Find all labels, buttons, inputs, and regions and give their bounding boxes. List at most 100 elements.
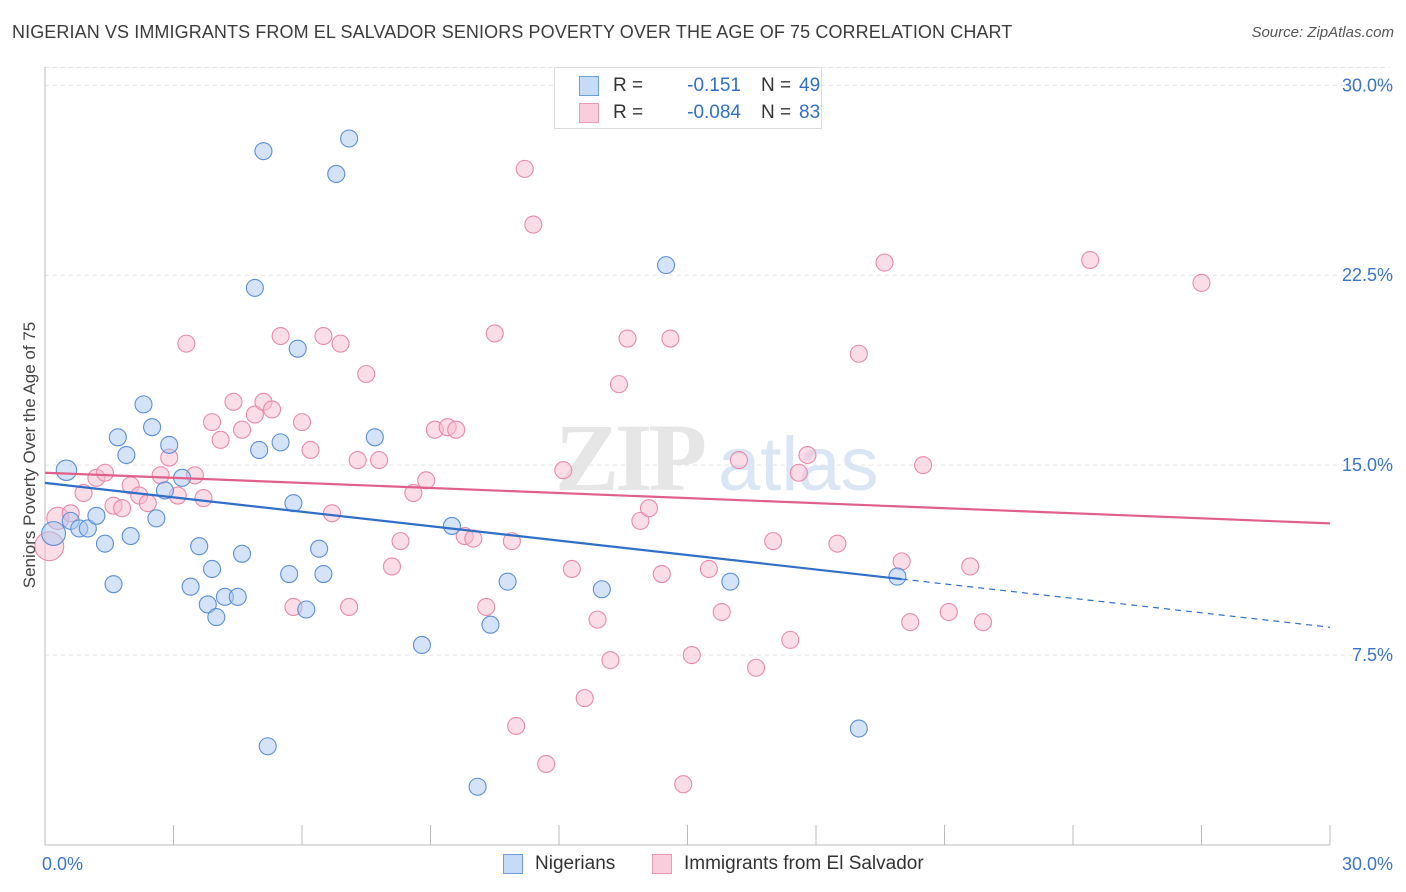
nigerian-trend-extension: [901, 578, 1331, 628]
el-salvador-point: [575, 689, 594, 708]
nigerian-point: [481, 615, 500, 634]
nigerian-point: [498, 572, 517, 591]
el-salvador-point: [477, 597, 496, 617]
el-salvador-point: [507, 716, 526, 736]
el-salvador-point: [729, 451, 748, 470]
el-salvador-point: [211, 430, 230, 449]
el-salvador-point: [95, 463, 115, 482]
nigerian-point: [297, 600, 316, 619]
correlation-legend: R = -0.151 N = 49 R = -0.084 N = 83: [554, 67, 822, 129]
el-salvador-point: [151, 466, 170, 485]
el-salvador-point: [203, 413, 222, 432]
axes: [44, 67, 1331, 846]
nigerian-point: [310, 539, 329, 558]
y-tick-label: 30.0%: [1342, 75, 1393, 95]
el-salvador-point: [973, 613, 993, 632]
y-tick-label: 7.5%: [1352, 645, 1393, 665]
nigerian-point: [190, 537, 209, 556]
nigerian-point: [203, 559, 222, 579]
nigerian-point: [442, 516, 461, 535]
nigerian-trend-line: [44, 481, 902, 581]
pink-series-points: [34, 159, 1211, 794]
nigerian-point: [108, 428, 127, 447]
el-salvador-point: [828, 534, 847, 553]
el-salvador-point: [875, 253, 894, 272]
el-salvador-point: [554, 461, 573, 480]
tick-labels: 7.5% 15.0% 22.5% 30.0% 0.0% 30.0%: [42, 75, 1393, 874]
el-salvador-point: [712, 602, 731, 622]
el-salvador-point: [322, 504, 342, 523]
legend-swatch-pink: [652, 854, 672, 874]
series-legend: Nigerians Immigrants from El Salvador: [0, 852, 1406, 878]
nigerian-point: [104, 575, 123, 594]
el-salvador-point: [515, 159, 534, 178]
nigerian-point: [147, 509, 166, 528]
legend-label: Immigrants from El Salvador: [684, 853, 924, 874]
nigerian-point: [87, 506, 106, 525]
y-axis-label: Seniors Poverty Over the Age of 75: [20, 321, 39, 589]
legend-swatch-pink: [579, 103, 599, 123]
el-salvador-point: [849, 344, 868, 363]
nigerian-point: [95, 534, 115, 553]
nigerian-point: [121, 527, 140, 546]
el-salvador-point: [674, 775, 693, 794]
nigerian-point: [181, 577, 200, 596]
nigerian-point: [849, 719, 868, 738]
el-salvador-point: [914, 456, 933, 475]
el-salvador-point: [746, 658, 766, 677]
nigerian-point: [280, 564, 299, 584]
legend-swatch-blue: [579, 76, 599, 96]
nigerian-point: [721, 572, 740, 591]
nigerian-point: [207, 608, 226, 627]
nigerian-point: [468, 777, 487, 796]
el-salvador-point: [292, 413, 312, 432]
nigerian-point: [888, 567, 907, 586]
el-salvador-point: [789, 463, 808, 482]
el-salvador-point: [1192, 273, 1211, 292]
el-salvador-point: [232, 420, 252, 439]
el-salvador-point: [447, 420, 466, 439]
legend-n-value: 49: [799, 75, 821, 96]
legend-n-label: N =: [761, 75, 792, 96]
el-salvador-point: [609, 375, 629, 394]
el-salvador-point: [357, 364, 376, 384]
legend-n-label: N =: [761, 102, 792, 123]
nigerian-point: [41, 521, 67, 546]
el-salvador-point: [391, 532, 410, 551]
legend-n-value: 83: [799, 102, 821, 123]
el-salvador-point: [301, 440, 320, 460]
trend-lines: [44, 471, 1331, 628]
el-salvador-point: [113, 499, 132, 518]
legend-r-label: R =: [613, 75, 644, 96]
el-salvador-point: [138, 494, 157, 513]
nigerian-point: [245, 278, 264, 297]
nigerian-point: [155, 481, 174, 500]
el-salvador-point: [661, 329, 680, 348]
el-salvador-point: [562, 559, 581, 579]
el-salvador-point: [485, 324, 504, 343]
el-salvador-point: [340, 597, 359, 617]
nigerian-point: [340, 129, 359, 148]
legend-swatch-blue: [503, 854, 523, 874]
el-salvador-point: [404, 483, 423, 503]
nigerian-point: [143, 418, 162, 437]
el-salvador-point: [601, 651, 620, 670]
el-salvador-point: [781, 630, 800, 649]
el-salvador-point: [177, 334, 196, 353]
nigerian-point: [228, 587, 247, 606]
el-salvador-point: [631, 511, 650, 530]
x-tick-label: 30.0%: [1342, 854, 1393, 874]
nigerian-point: [258, 737, 277, 756]
nigerian-point: [232, 544, 252, 563]
legend-r-value: -0.084: [687, 102, 741, 123]
el-salvador-point: [618, 329, 637, 348]
nigerian-point: [254, 142, 273, 161]
nigerian-point: [198, 595, 217, 614]
nigerian-point: [55, 459, 78, 481]
el-salvador-point: [271, 326, 290, 346]
nigerian-point: [134, 395, 153, 414]
el-salvador-point: [639, 499, 659, 518]
el-salvador-point: [588, 610, 607, 629]
el-salvador-point: [331, 334, 350, 353]
el-salvador-point: [537, 754, 556, 774]
